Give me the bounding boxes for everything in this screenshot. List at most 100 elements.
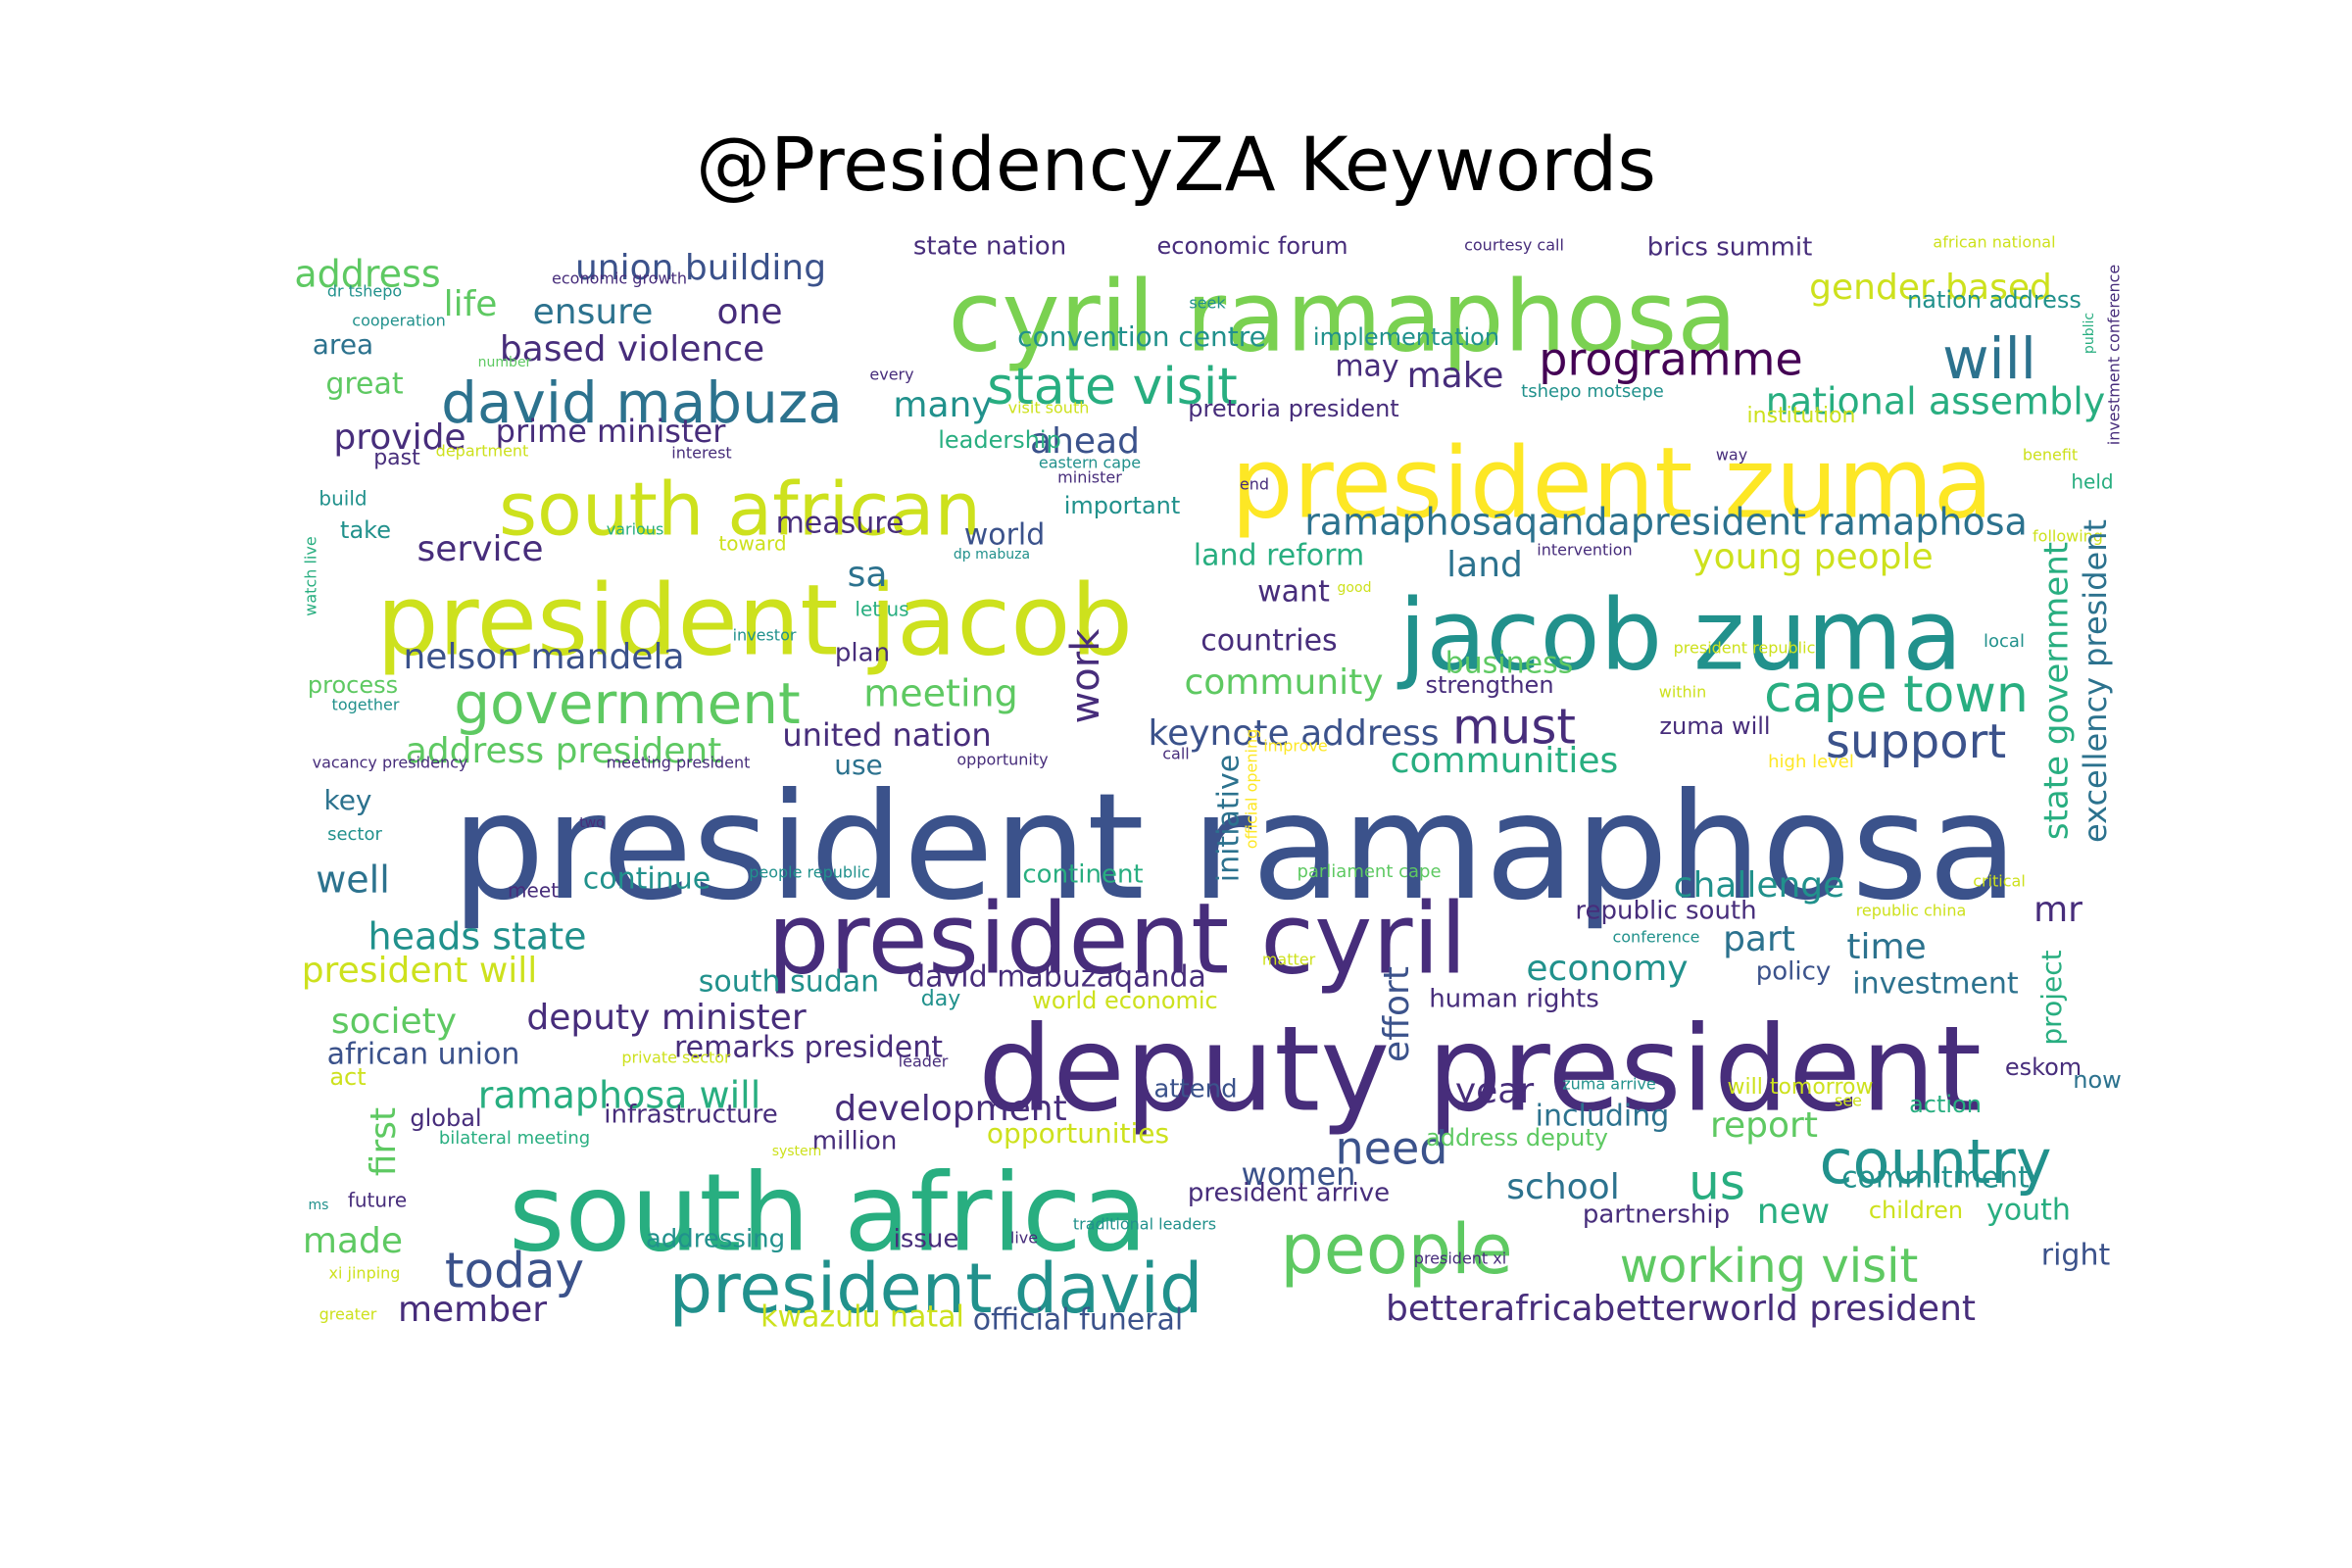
- cloud-word: act: [329, 1063, 366, 1091]
- cloud-word: right: [2041, 1239, 2111, 1273]
- cloud-word: united nation: [782, 716, 991, 754]
- cloud-word: us: [1689, 1154, 1745, 1211]
- cloud-word: official opening: [1243, 729, 1261, 850]
- cloud-word: country: [1819, 1126, 2051, 1198]
- cloud-word: together: [332, 696, 400, 714]
- cloud-word: take: [340, 516, 391, 544]
- cloud-word: provide: [333, 417, 466, 458]
- cloud-word: kwazulu natal: [760, 1300, 964, 1335]
- cloud-word: programme: [1539, 333, 1802, 386]
- cloud-word: children: [1869, 1197, 1963, 1224]
- cloud-word: opportunity: [956, 751, 1048, 769]
- cloud-word: will tomorrow: [1728, 1075, 1874, 1100]
- cloud-word: cyril ramaphosa: [948, 259, 1737, 373]
- cloud-word: republic south: [1575, 897, 1756, 926]
- cloud-word: important: [1064, 492, 1181, 519]
- cloud-word: eskom: [2005, 1054, 2082, 1081]
- cloud-word: address deputy: [1426, 1124, 1608, 1152]
- cloud-word: nation address: [1907, 286, 2082, 314]
- cloud-word: gender based: [1809, 268, 2052, 308]
- cloud-word: dp mabuza: [954, 547, 1030, 563]
- cloud-word: life: [444, 284, 498, 324]
- cloud-word: society: [331, 1002, 457, 1042]
- cloud-word: held: [2071, 470, 2113, 494]
- cloud-word: action: [1909, 1091, 1982, 1118]
- cloud-word: addressing: [646, 1225, 785, 1254]
- cloud-word: cooperation: [352, 312, 445, 330]
- cloud-word: state nation: [913, 232, 1066, 262]
- cloud-word: bilateral meeting: [439, 1128, 590, 1149]
- cloud-word: nelson mandela: [403, 637, 684, 677]
- cloud-word: national assembly: [1766, 380, 2106, 423]
- cloud-word: countries: [1200, 624, 1337, 659]
- cloud-word: prime minister: [496, 413, 727, 450]
- cloud-word: project: [2035, 950, 2068, 1045]
- cloud-word: land reform: [1194, 539, 1364, 573]
- cloud-word: service: [417, 529, 544, 569]
- cloud-word: matter: [1262, 951, 1316, 969]
- cloud-word: improve: [1263, 737, 1328, 756]
- cloud-word: president will: [302, 951, 538, 991]
- cloud-word: cape town: [1764, 665, 2029, 724]
- cloud-word: one: [717, 292, 783, 332]
- cloud-word: continue: [583, 862, 710, 897]
- cloud-word: ramaphosa will: [478, 1074, 761, 1117]
- cloud-word: well: [316, 858, 390, 902]
- cloud-word: time: [1846, 927, 1926, 967]
- cloud-word: within: [1659, 683, 1707, 702]
- cloud-word: vacancy presidency: [313, 754, 468, 772]
- cloud-word: new: [1757, 1192, 1830, 1232]
- cloud-word: first: [364, 1107, 404, 1176]
- cloud-word: implementation: [1313, 323, 1499, 351]
- cloud-word: economic forum: [1157, 232, 1348, 260]
- cloud-word: meeting: [863, 672, 1017, 715]
- cloud-word: policy: [1756, 957, 1832, 987]
- cloud-word: greater: [319, 1305, 377, 1324]
- cloud-word: state government: [2037, 542, 2077, 840]
- cloud-word: opportunities: [987, 1117, 1169, 1150]
- cloud-word: based violence: [500, 329, 764, 369]
- cloud-word: development: [834, 1089, 1066, 1129]
- cloud-word: partnership: [1583, 1200, 1730, 1230]
- cloud-word: measure: [776, 507, 905, 541]
- cloud-word: president arrive: [1188, 1179, 1390, 1208]
- cloud-word: seek: [1189, 294, 1226, 313]
- cloud-word: minister: [1057, 468, 1122, 487]
- cloud-word: must: [1452, 699, 1576, 756]
- cloud-word: watch live: [302, 536, 320, 615]
- cloud-word: area: [313, 328, 373, 361]
- cloud-word: member: [398, 1290, 547, 1330]
- cloud-word: david mabuza: [441, 369, 843, 436]
- cloud-word: address president: [406, 731, 722, 771]
- cloud-word: convention centre: [1017, 320, 1266, 353]
- cloud-word: today: [445, 1243, 584, 1299]
- cloud-word: eastern cape: [1039, 454, 1141, 472]
- cloud-word: report: [1710, 1105, 1818, 1146]
- cloud-word: people republic: [749, 863, 870, 882]
- cloud-word: investment: [1852, 967, 2019, 1002]
- cloud-word: commitment: [1841, 1161, 2030, 1196]
- cloud-word: economy: [1526, 949, 1688, 989]
- cloud-word: african union: [327, 1038, 520, 1072]
- cloud-word: use: [834, 749, 883, 781]
- cloud-word: institution: [1747, 404, 1856, 428]
- cloud-word: working visit: [1620, 1239, 1919, 1294]
- cloud-word: million: [812, 1127, 898, 1156]
- cloud-word: plan: [835, 639, 890, 668]
- cloud-word: school: [1506, 1167, 1619, 1207]
- cloud-word: president zuma: [1231, 425, 1993, 540]
- cloud-word: support: [1826, 714, 2006, 769]
- cloud-word: president republic: [1674, 639, 1816, 658]
- cloud-word: president jacob: [376, 563, 1133, 677]
- cloud-word: interest: [671, 444, 731, 463]
- cloud-word: benefit: [2023, 446, 2078, 465]
- cloud-word: ahead: [1030, 421, 1140, 462]
- cloud-word: issue: [894, 1225, 959, 1254]
- cloud-word: visit south: [1008, 399, 1090, 417]
- cloud-word: ramaphosaqandapresident ramaphosa: [1304, 501, 2028, 544]
- cloud-word: sector: [327, 824, 382, 845]
- cloud-word: investment conference: [2105, 265, 2124, 446]
- cloud-word: attend: [1153, 1075, 1237, 1104]
- cloud-word: union building: [575, 248, 826, 288]
